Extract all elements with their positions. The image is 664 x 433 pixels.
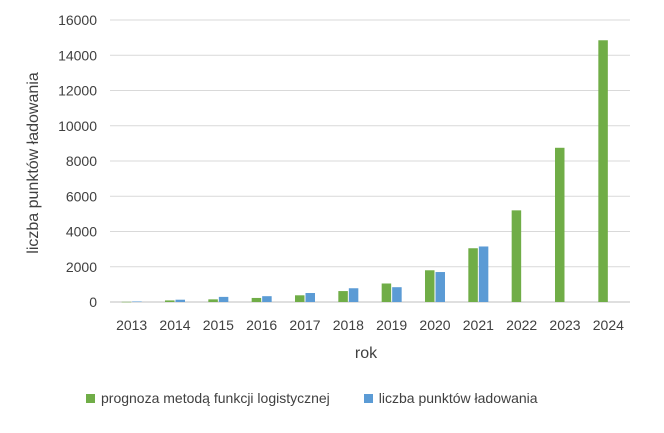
bar-forecast-2017 xyxy=(295,295,305,302)
bar-actual-2020 xyxy=(435,272,445,302)
bar-actual-2014 xyxy=(175,299,185,302)
bar-forecast-2018 xyxy=(338,291,348,302)
bars xyxy=(121,40,608,303)
bar-forecast-2022 xyxy=(511,210,522,302)
y-axis-title: liczba punktów ładowania xyxy=(25,72,42,254)
bar-forecast-2016 xyxy=(251,297,262,302)
x-tick-label: 2016 xyxy=(246,317,277,333)
bar-actual-2017 xyxy=(305,293,315,302)
x-tick-label: 2017 xyxy=(289,317,320,333)
bar-forecast-2020 xyxy=(425,270,435,302)
x-tick-label: 2024 xyxy=(593,317,624,333)
x-tick-label: 2014 xyxy=(159,317,190,333)
bar-actual-2018 xyxy=(348,288,359,302)
gridlines xyxy=(110,19,630,303)
bar-forecast-2023 xyxy=(555,147,565,302)
legend-item-actual: liczba punktów ładowania xyxy=(363,390,538,406)
bar-actual-2015 xyxy=(218,296,229,302)
x-tick-label: 2020 xyxy=(419,317,450,333)
x-tick-label: 2023 xyxy=(549,317,580,333)
bar-actual-2021 xyxy=(478,246,489,302)
y-tick-label: 12000 xyxy=(58,83,97,99)
legend-swatch-actual xyxy=(363,393,373,403)
y-tick-label: 2000 xyxy=(66,259,97,275)
bar-forecast-2019 xyxy=(381,283,392,302)
x-tick-label: 2021 xyxy=(463,317,494,333)
y-tick-label: 6000 xyxy=(66,188,97,204)
bar-actual-2016 xyxy=(262,296,272,302)
legend-swatch-forecast xyxy=(86,393,95,403)
legend: prognoza metodą funkcji logistycznej lic… xyxy=(86,390,572,406)
x-axis-title: rok xyxy=(355,345,378,362)
legend-label-actual: liczba punktów ładowania xyxy=(378,390,538,406)
x-tick-label: 2015 xyxy=(203,317,234,333)
bar-forecast-2024 xyxy=(598,40,608,303)
y-tick-label: 4000 xyxy=(66,224,97,240)
x-tick-label: 2018 xyxy=(333,317,364,333)
bar-forecast-2021 xyxy=(468,248,478,302)
y-tick-label: 10000 xyxy=(58,118,97,134)
x-tick-label: 2019 xyxy=(376,317,407,333)
y-tick-label: 16000 xyxy=(58,12,97,28)
y-tick-label: 8000 xyxy=(66,153,97,169)
bar-forecast-2014 xyxy=(165,300,175,302)
bar-actual-2019 xyxy=(392,287,402,302)
y-tick-label: 14000 xyxy=(58,47,97,63)
x-tick-label: 2013 xyxy=(116,317,147,333)
x-axis-ticks: 2013 2014 2015 2016 2017 2018 2019 2020 2021 2022… xyxy=(116,317,624,333)
legend-item-forecast: prognoza metodą funkcji logistycznej xyxy=(86,390,330,406)
x-tick-label: 2022 xyxy=(506,317,537,333)
bar-forecast-2013 xyxy=(121,301,132,303)
y-tick-label: 0 xyxy=(89,294,97,310)
bar-forecast-2015 xyxy=(208,299,218,302)
y-axis-ticks: 0 2000 4000 6000 8000 10000 12000 14000 16000 xyxy=(58,12,97,310)
legend-label-forecast: prognoza metodą funkcji logistycznej xyxy=(101,390,330,406)
bar-actual-2013 xyxy=(132,301,142,302)
